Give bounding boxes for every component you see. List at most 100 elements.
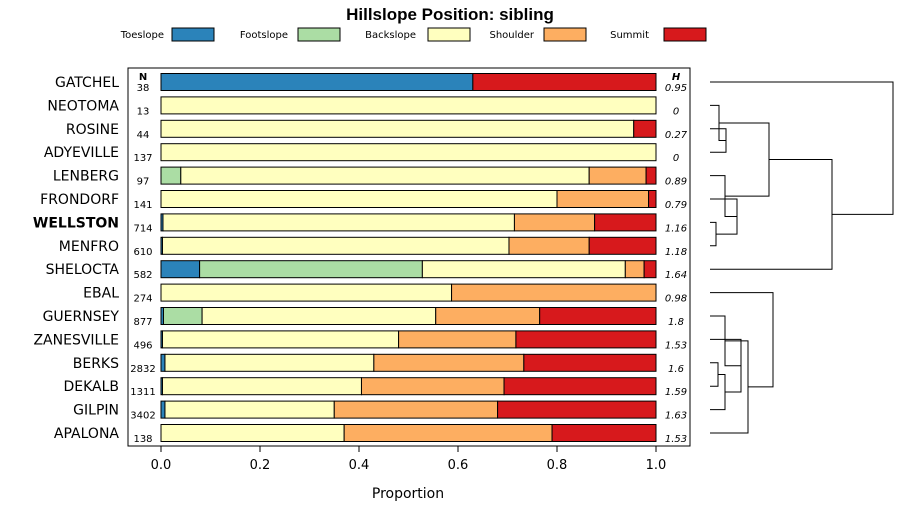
dendrogram-branch: [710, 362, 719, 387]
n-value: 137: [133, 153, 152, 164]
n-value: 97: [137, 177, 150, 188]
h-value: 0: [673, 106, 679, 117]
bar-segment-toeslope: [160, 260, 201, 279]
n-value: 38: [137, 83, 150, 94]
bar-segment-summit: [515, 330, 657, 349]
x-axis: 0.0 0.2 0.4 0.6 0.8 1.0: [151, 446, 667, 473]
legend-swatch-shoulder: [543, 27, 587, 42]
row-zanesville: ZANESVILLE 496 1.53: [33, 330, 687, 351]
bar-segment-backslope: [201, 307, 437, 325]
bar-segment-summit: [588, 236, 657, 255]
n-value: 877: [133, 317, 152, 328]
h-value: 0.95: [665, 83, 687, 94]
bar-segment-shoulder: [343, 424, 553, 442]
row-adyeville: ADYEVILLE 137 0: [44, 143, 679, 164]
h-value: 0.79: [665, 200, 687, 211]
bar-segment-summit: [503, 377, 657, 396]
x-tick-label: 1.0: [646, 458, 667, 473]
bar-segment-shoulder: [373, 353, 525, 372]
x-tick-label: 0.8: [547, 458, 568, 473]
bar-segment-footslope: [160, 166, 182, 185]
n-value: 496: [133, 340, 152, 351]
row-dekalb: DEKALB 1311 1.59: [63, 377, 687, 398]
bar-segment-shoulder: [333, 400, 499, 419]
row-menfro: MENFRO 610 1.18: [59, 236, 687, 258]
h-value: 0: [673, 153, 679, 164]
row-lenberg: LENBERG 97 0.89: [53, 166, 687, 188]
bar-segment-footslope: [162, 307, 203, 325]
row-berks: BERKS 2832 1.6: [73, 353, 684, 375]
plot-frame: [127, 67, 691, 447]
row-label: APALONA: [54, 426, 119, 442]
legend-label-footslope: Footslope: [240, 30, 288, 41]
legend-swatch-backslope: [427, 27, 471, 42]
h-value: 1.18: [665, 247, 687, 258]
bar-segment-summit: [633, 119, 657, 138]
h-value: 1.53: [665, 340, 687, 351]
bar-segment-shoulder: [398, 330, 517, 349]
h-value: 1.59: [665, 387, 687, 398]
row-label: BERKS: [73, 356, 119, 372]
n-value: 138: [133, 434, 152, 445]
n-value: 582: [133, 270, 152, 281]
row-apalona: APALONA 138 1.53: [54, 424, 687, 445]
bar-segment-shoulder: [508, 236, 590, 255]
bar-segment-footslope: [199, 260, 423, 279]
n-value: 714: [133, 223, 152, 234]
bar-segment-toeslope: [160, 400, 166, 419]
bar-segment-shoulder: [435, 307, 541, 325]
bar-segment-backslope: [160, 190, 558, 208]
h-value: 1.64: [665, 270, 687, 281]
bar-segment-shoulder: [360, 377, 505, 396]
bar-segment-backslope: [160, 424, 345, 442]
row-label: GATCHEL: [55, 75, 119, 91]
h-value: 1.6: [668, 364, 684, 375]
legend-label-summit: Summit: [610, 30, 649, 41]
bar-segment-backslope: [161, 236, 510, 255]
bar-segment-backslope: [160, 119, 635, 138]
row-label: LENBERG: [53, 169, 119, 185]
legend-swatch-toeslope: [171, 27, 215, 42]
row-label: SHELOCTA: [46, 262, 120, 278]
bar-segment-backslope: [162, 213, 515, 232]
bar-segment-shoulder: [513, 213, 596, 232]
bar-segment-backslope: [164, 400, 335, 419]
n-value: 141: [133, 200, 152, 211]
row-label: ADYEVILLE: [44, 145, 119, 161]
row-label: FRONDORF: [40, 192, 119, 208]
bar-segment-backslope: [421, 260, 626, 279]
legend-swatch-summit: [663, 27, 707, 42]
dendrogram-branch: [710, 221, 717, 247]
row-gilpin: GILPIN 3402 1.63: [73, 400, 687, 422]
h-column-header: H: [672, 72, 681, 83]
n-value: 13: [137, 106, 150, 117]
x-axis-label: Proportion: [372, 486, 444, 502]
n-value: 274: [133, 294, 152, 305]
n-column-header: N: [139, 72, 147, 83]
legend-label-shoulder: Shoulder: [489, 30, 534, 41]
legend-swatch-footslope: [297, 27, 341, 42]
row-label: ROSINE: [66, 122, 119, 138]
bar-segment-summit: [645, 166, 657, 185]
bar-segment-shoulder: [556, 190, 650, 208]
row-label: MENFRO: [59, 239, 119, 255]
legend-label-toeslope: Toeslope: [120, 30, 164, 41]
row-label: WELLSTON: [33, 215, 119, 231]
x-tick-label: 0.0: [151, 458, 172, 473]
row-label: DEKALB: [63, 379, 119, 395]
bar-segment-summit: [648, 190, 657, 208]
n-value: 1311: [130, 387, 155, 398]
row-label: ZANESVILLE: [33, 332, 119, 348]
row-label: GUERNSEY: [43, 309, 120, 325]
bar-segment-summit: [551, 424, 657, 442]
row-neotoma: NEOTOMA 13 0: [47, 96, 679, 117]
x-tick-label: 0.2: [250, 458, 271, 473]
n-value: 44: [137, 130, 150, 141]
dendrogram-branch: [710, 81, 894, 215]
dendrogram-branch: [710, 159, 833, 270]
h-value: 0.98: [665, 294, 687, 305]
h-value: 1.8: [668, 317, 684, 328]
bar-segment-summit: [472, 73, 657, 91]
row-wellston: WELLSTON 714 1.16: [33, 213, 687, 234]
row-label: EBAL: [83, 286, 119, 302]
